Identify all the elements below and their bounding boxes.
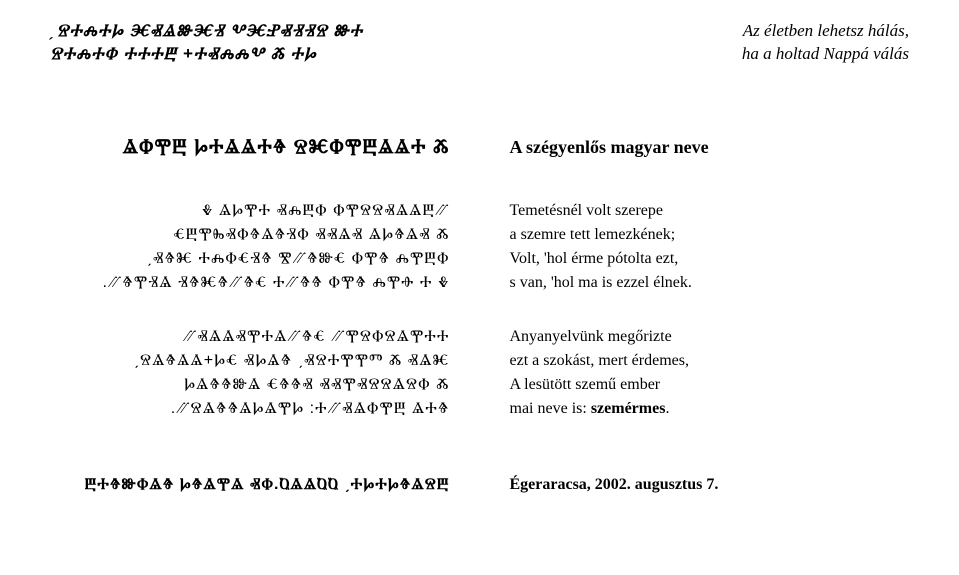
footer-latin: Égeraracsa, 2002. augusztus 7. <box>510 476 910 494</box>
stanza-1-rovás: Ⰷ ⰡⰘⰉⰀ ⰟⰎⰁⰗ ⰗⰉⰔⰔⰟⰡⰡⰁ⳼ ⰤⰁⰉⰈⰟⰗⰦⰡⰦⰠⰗ ⰟⰟⰡⰟ Ⱑ… <box>50 199 510 295</box>
stanza-line: a szemre tett lemezkének; <box>510 223 910 247</box>
title-rovás: ⰡⰗⰉⰁ ⰘⰀⰡⰡⰀⰦ ⰔⰨⰗⰉⰁⰡⰡⰀ Ⰶ <box>50 136 510 159</box>
stanza-1: Ⰷ ⰡⰘⰉⰀ ⰟⰎⰁⰗ ⰗⰉⰔⰔⰟⰡⰡⰁ⳼ ⰤⰁⰉⰈⰟⰗⰦⰡⰦⰠⰗ ⰟⰟⰡⰟ Ⱑ… <box>50 199 909 295</box>
stanza-line: mai neve is: szemérmes. <box>510 397 910 421</box>
stanza-line: .⳼ⰦⰉⰠⰡ ⰠⰦⰨⰦ⳼ⰦⰤ Ⰰ⳼ⰦⰦ ⰗⰉⰦ ⰎⰉⰪ Ⰰ Ⰷ <box>50 271 450 295</box>
stanza-line: s van, 'hol ma is ezzel élnek. <box>510 271 910 295</box>
stanza-line: ⳼ⰟⰡⰡⰟⰉⰀⰡ⳼ⰦⰤ ⳼ⰉⰔⰗⰔⰡⰉⰀⰀ <box>50 325 450 349</box>
stanza-line: ˏⰔⰡⰦⰡⰡ+ⰘⰤ ⰟⰘⰡⰦ ˏⰟⰔⰀⰉⰉⰕ Ⰶ ⰟⰡⰨ <box>50 349 450 373</box>
stanza-2-latin: Anyanyelvünk megőrizte ezt a szokást, me… <box>510 325 910 421</box>
motto-latin-line1: Az életben lehetsz hálás, <box>742 20 909 43</box>
stanza-line: ˏⰟⰦⰨ ⰀⰎⰗⰤⰠⰦ Ⰺ⳼ⰦⰖⰤ ⰗⰉⰦ ⰎⰉⰁⰗ <box>50 247 450 271</box>
stanza-line: .⳼ⰔⰡⰦⰦⰡⰘⰡⰉⰘ :Ⰰ⳼ⰟⰡⰗⰉⰁ ⰡⰀⰦ <box>50 397 450 421</box>
motto-latin: Az életben lehetsz hálás, ha a holtad Na… <box>742 20 909 66</box>
footer-rovás: ⰁⰀⰦⰖⰗⰡⰦ ⰘⰦⰡⰉⰡ ⰟⰗ.ⰢⰡⰡⰢⰢ ˏⰀⰘⰀⰘⰦⰡⰔⰁ <box>50 476 510 494</box>
stanza-line: Ⰷ ⰡⰘⰉⰀ ⰟⰎⰁⰗ ⰗⰉⰔⰔⰟⰡⰡⰁ⳼ <box>50 199 450 223</box>
stanza-line: ⰤⰁⰉⰈⰟⰗⰦⰡⰦⰠⰗ ⰟⰟⰡⰟ ⰡⰘⰦⰡⰟ Ⰶ <box>50 223 450 247</box>
stanza-line: A lesütött szemű ember <box>510 373 910 397</box>
title-row: ⰡⰗⰉⰁ ⰘⰀⰡⰡⰀⰦ ⰔⰨⰗⰉⰁⰡⰡⰀ Ⰶ A szégyenlős magy… <box>50 136 909 159</box>
stanza-line: ⰘⰡⰦⰦⰖⰡ ⰤⰦⰦⰟ ⰟⰟⰉⰟⰔⰔⰡⰔⰗ Ⰶ <box>50 373 450 397</box>
motto-rovás-line1: ˏⰔⰀⰎⰀⰘ ⰧⰟⰡⰖⰧⰠ ⰂⰧⰐⰟⰠⰠⰔ ⰖⰀ <box>50 20 363 43</box>
title-latin: A szégyenlős magyar neve <box>510 137 910 158</box>
motto-rovás-line2: ⰔⰀⰎⰀⰗ ⰀⰀⰀⰁ +ⰀⰟⰎⰎⰂ Ⰶ ⰀⰘ <box>50 43 363 66</box>
stanza-2: ⳼ⰟⰡⰡⰟⰉⰀⰡ⳼ⰦⰤ ⳼ⰉⰔⰗⰔⰡⰉⰀⰀ ˏⰔⰡⰦⰡⰡ+ⰘⰤ ⰟⰘⰡⰦ ˏⰟⰔ… <box>50 325 909 421</box>
footer-row: ⰁⰀⰦⰖⰗⰡⰦ ⰘⰦⰡⰉⰡ ⰟⰗ.ⰢⰡⰡⰢⰢ ˏⰀⰘⰀⰘⰦⰡⰔⰁ Égerara… <box>50 476 909 494</box>
stanza-line: Temetésnél volt szerepe <box>510 199 910 223</box>
stanza-line: Anyanyelvünk megőrizte <box>510 325 910 349</box>
stanza-2-rovás: ⳼ⰟⰡⰡⰟⰉⰀⰡ⳼ⰦⰤ ⳼ⰉⰔⰗⰔⰡⰉⰀⰀ ˏⰔⰡⰦⰡⰡ+ⰘⰤ ⰟⰘⰡⰦ ˏⰟⰔ… <box>50 325 510 421</box>
stanza-line: ezt a szokást, mert érdemes, <box>510 349 910 373</box>
stanza-line-bold: szemérmes <box>591 400 666 417</box>
stanza-line: Volt, 'hol érme pótolta ezt, <box>510 247 910 271</box>
stanza-line-prefix: mai neve is: <box>510 400 591 417</box>
motto-latin-line2: ha a holtad Nappá válás <box>742 43 909 66</box>
stanza-1-latin: Temetésnél volt szerepe a szemre tett le… <box>510 199 910 295</box>
motto-rovás: ˏⰔⰀⰎⰀⰘ ⰧⰟⰡⰖⰧⰠ ⰂⰧⰐⰟⰠⰠⰔ ⰖⰀ ⰔⰀⰎⰀⰗ ⰀⰀⰀⰁ +ⰀⰟⰎ… <box>50 20 363 66</box>
